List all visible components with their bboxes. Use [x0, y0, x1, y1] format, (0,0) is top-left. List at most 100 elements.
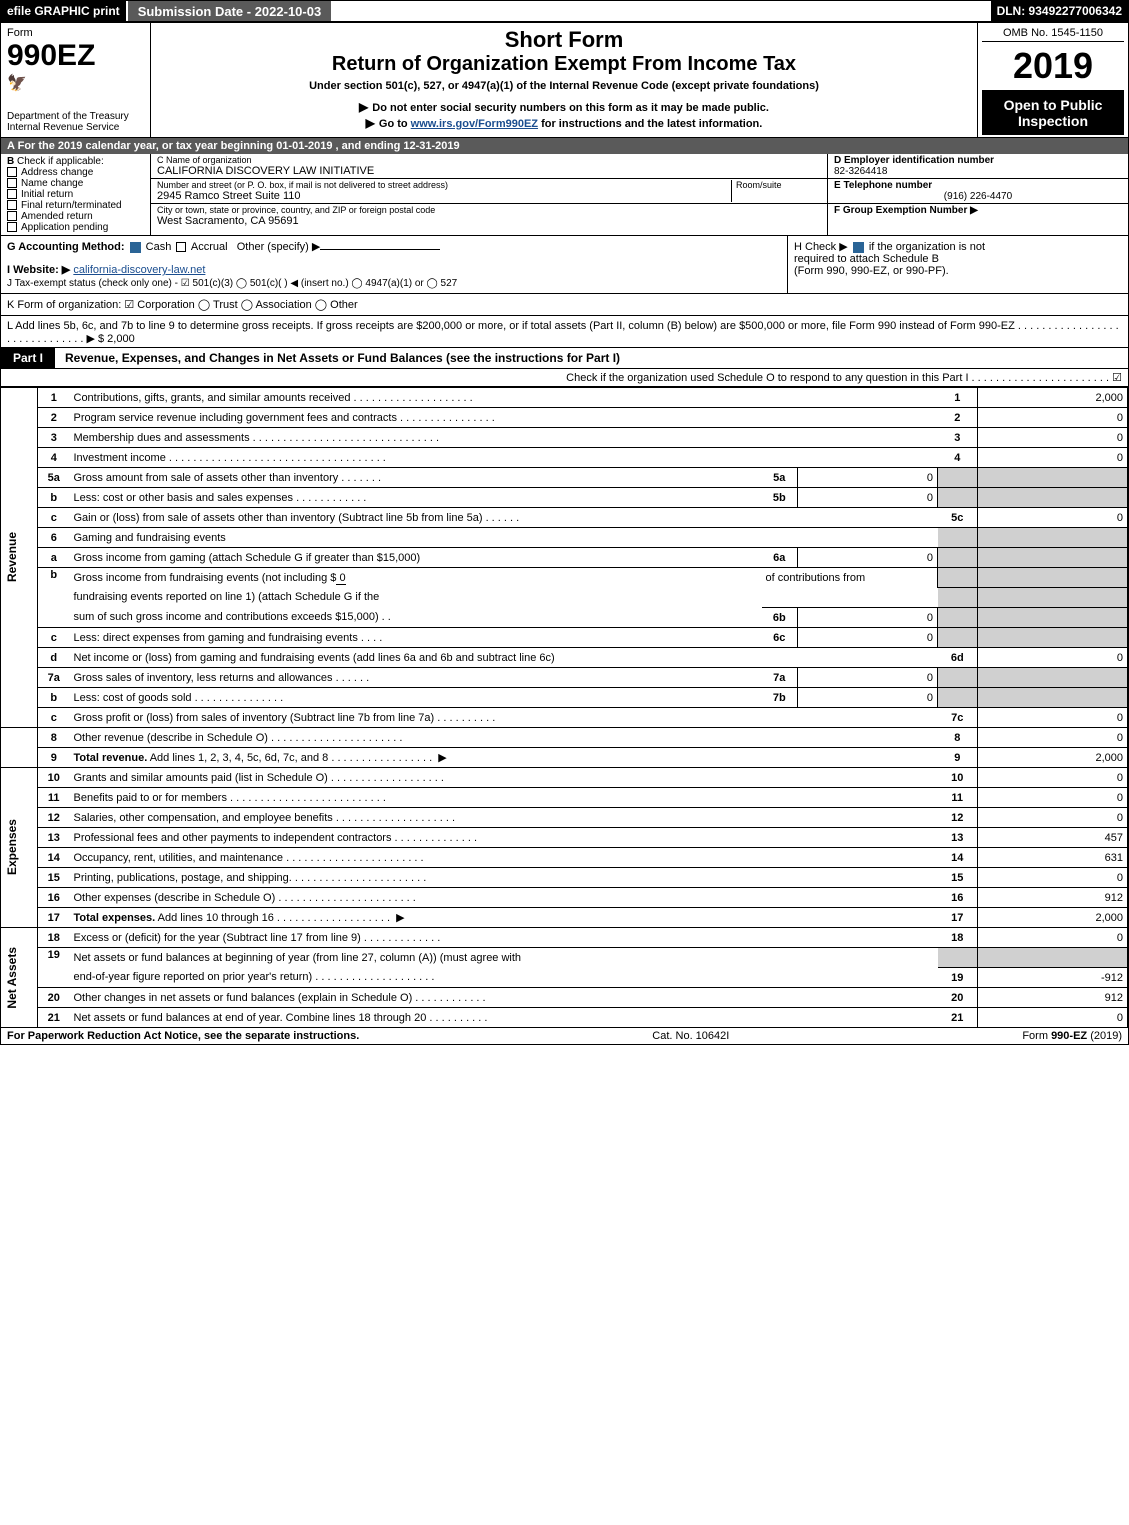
ln4-val: 0 [978, 448, 1128, 468]
c-name-label: C Name of organization [157, 155, 821, 165]
ln13-num: 13 [38, 828, 70, 848]
return-title: Return of Organization Exempt From Incom… [159, 53, 969, 76]
ln5c-rn: 5c [938, 508, 978, 528]
under-section: Under section 501(c), 527, or 4947(a)(1)… [159, 80, 969, 92]
room-label: Room/suite [736, 180, 821, 190]
chk-address-change[interactable] [7, 167, 17, 177]
chk-application-pending[interactable] [7, 222, 17, 232]
chk-accrual[interactable] [176, 242, 186, 252]
ln7b-desc: Less: cost of goods sold . . . . . . . .… [70, 688, 762, 708]
col-b-check: B Check if applicable: Address change Na… [1, 154, 151, 235]
ln8-desc: Other revenue (describe in Schedule O) .… [70, 728, 938, 748]
ln5a-num: 5a [38, 468, 70, 488]
ln4-rn: 4 [938, 448, 978, 468]
line-k: K Form of organization: ☑ Corporation ◯ … [1, 294, 1128, 316]
submission-date: Submission Date - 2022-10-03 [126, 1, 332, 21]
c-addr-label: Number and street (or P. O. box, if mail… [157, 180, 731, 190]
ln9-desc: Total revenue. Add lines 1, 2, 3, 4, 5c,… [70, 748, 938, 768]
ln6a-desc: Gross income from gaming (attach Schedul… [70, 548, 762, 568]
ln7a-num: 7a [38, 668, 70, 688]
ln2-desc: Program service revenue including govern… [70, 408, 938, 428]
ln9-val: 2,000 [978, 748, 1128, 768]
ln15-val: 0 [978, 868, 1128, 888]
ln6a-sn: 6a [762, 548, 798, 568]
ln12-val: 0 [978, 808, 1128, 828]
e-label: E Telephone number [834, 180, 932, 191]
side-revenue: Revenue [5, 532, 19, 582]
ln8-rn: 8 [938, 728, 978, 748]
ln6-desc: Gaming and fundraising events [70, 528, 938, 548]
h-label: H Check ▶ [794, 241, 848, 253]
ln7a-sv: 0 [798, 668, 938, 688]
open-to-public: Open to PublicInspection [982, 91, 1124, 135]
ln21-num: 21 [38, 1008, 70, 1028]
line-l: L Add lines 5b, 6c, and 7b to line 9 to … [1, 316, 1128, 348]
ln6a-num: a [38, 548, 70, 568]
ln6a-sv: 0 [798, 548, 938, 568]
ln14-val: 631 [978, 848, 1128, 868]
side-expenses: Expenses [5, 819, 19, 875]
c-name-value: CALIFORNIA DISCOVERY LAW INITIATIVE [157, 165, 821, 177]
chk-name-change[interactable] [7, 178, 17, 188]
chk-amended-return[interactable] [7, 211, 17, 221]
ln3-desc: Membership dues and assessments . . . . … [70, 428, 938, 448]
ln19-val: -912 [978, 968, 1128, 988]
ln2-val: 0 [978, 408, 1128, 428]
chk-h[interactable] [853, 242, 864, 253]
ln21-val: 0 [978, 1008, 1128, 1028]
ln6c-sn: 6c [762, 628, 798, 648]
ln21-desc: Net assets or fund balances at end of ye… [70, 1008, 938, 1028]
ln5c-num: c [38, 508, 70, 528]
chk-final-return[interactable] [7, 200, 17, 210]
col-c-org: C Name of organization CALIFORNIA DISCOV… [151, 154, 828, 235]
ln8-val: 0 [978, 728, 1128, 748]
c-city-value: West Sacramento, CA 95691 [157, 215, 821, 227]
ln1-rn: 1 [938, 388, 978, 408]
goto-instructions: ▶Go to www.irs.gov/Form990EZ for instruc… [159, 116, 969, 130]
ln7b-sn: 7b [762, 688, 798, 708]
ln15-desc: Printing, publications, postage, and shi… [70, 868, 938, 888]
ln19-num: 19 [38, 948, 70, 988]
ln1-desc: Contributions, gifts, grants, and simila… [70, 388, 938, 408]
part1-header: Part I Revenue, Expenses, and Changes in… [1, 348, 1128, 369]
ln17-desc: Total expenses. Add lines 10 through 16 … [70, 908, 938, 928]
ln13-rn: 13 [938, 828, 978, 848]
footer-catno: Cat. No. 10642I [652, 1030, 729, 1042]
ln1-num: 1 [38, 388, 70, 408]
block-g-h: G Accounting Method: Cash Accrual Other … [1, 236, 1128, 294]
ln4-num: 4 [38, 448, 70, 468]
ln7b-sv: 0 [798, 688, 938, 708]
ln5a-desc: Gross amount from sale of assets other t… [70, 468, 762, 488]
footer-left: For Paperwork Reduction Act Notice, see … [7, 1030, 359, 1042]
ln10-num: 10 [38, 768, 70, 788]
ln11-num: 11 [38, 788, 70, 808]
f-label: F Group Exemption Number ▶ [834, 205, 978, 216]
ln7c-val: 0 [978, 708, 1128, 728]
ln14-desc: Occupancy, rent, utilities, and maintena… [70, 848, 938, 868]
ln21-rn: 21 [938, 1008, 978, 1028]
ln7a-sn: 7a [762, 668, 798, 688]
efile-print-button[interactable]: efile GRAPHIC print [1, 1, 126, 21]
irs-link[interactable]: www.irs.gov/Form990EZ [411, 118, 538, 130]
ln5a-sn: 5a [762, 468, 798, 488]
ln20-rn: 20 [938, 988, 978, 1008]
d-label: D Employer identification number [834, 155, 994, 166]
irs-seal-icon: 🦅 [7, 75, 27, 92]
ln6c-num: c [38, 628, 70, 648]
website-link[interactable]: california-discovery-law.net [73, 264, 205, 276]
ln18-desc: Excess or (deficit) for the year (Subtra… [70, 928, 938, 948]
ln12-desc: Salaries, other compensation, and employ… [70, 808, 938, 828]
row-a-tax-year: A For the 2019 calendar year, or tax yea… [1, 138, 1128, 154]
chk-cash[interactable] [130, 242, 141, 253]
chk-initial-return[interactable] [7, 189, 17, 199]
ln3-val: 0 [978, 428, 1128, 448]
ln11-val: 0 [978, 788, 1128, 808]
ln7c-num: c [38, 708, 70, 728]
ln6b-desc1b: of contributions from [762, 568, 938, 588]
ln10-desc: Grants and similar amounts paid (list in… [70, 768, 938, 788]
e-phone: (916) 226-4470 [834, 191, 1122, 202]
c-addr-value: 2945 Ramco Street Suite 110 [157, 190, 731, 202]
ln7c-desc: Gross profit or (loss) from sales of inv… [70, 708, 938, 728]
ln2-num: 2 [38, 408, 70, 428]
part1-title: Revenue, Expenses, and Changes in Net As… [65, 351, 1128, 365]
